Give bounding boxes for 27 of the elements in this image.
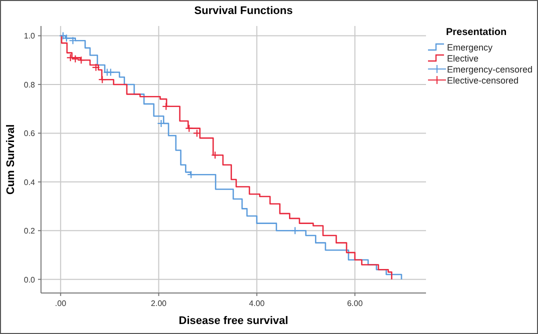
x-tick-label: .00 xyxy=(55,299,67,308)
point xyxy=(162,102,170,110)
y-tick-label: 0.0 xyxy=(24,275,36,284)
x-tick-label: 6.00 xyxy=(347,299,364,308)
point xyxy=(211,151,220,160)
point xyxy=(185,124,194,132)
x-axis-title: Disease free survival xyxy=(178,315,288,327)
x-tick-label: 2.00 xyxy=(150,299,168,308)
y-tick-label: 0.2 xyxy=(24,226,36,236)
y-tick-label: 0.6 xyxy=(24,129,36,138)
legend-label: Elective-censored xyxy=(447,76,519,86)
x-tick-label: 4.00 xyxy=(249,299,266,308)
point xyxy=(92,63,100,72)
legend-label: Emergency-censored xyxy=(447,64,533,74)
point xyxy=(291,226,300,235)
y-axis-title: Cum Survival xyxy=(5,124,17,195)
point xyxy=(157,119,166,128)
y-tick-label: 0.8 xyxy=(24,80,36,90)
point xyxy=(77,56,86,64)
legend-title: Presentation xyxy=(446,27,507,38)
chart-title: Survival Functions xyxy=(194,5,293,17)
legend-label: Elective xyxy=(447,54,479,64)
y-tick-label: 1.0 xyxy=(24,32,36,41)
point xyxy=(187,170,196,179)
legend-label: Emergency xyxy=(447,42,494,52)
y-tick-label: 0.4 xyxy=(24,178,36,187)
point xyxy=(98,76,106,84)
